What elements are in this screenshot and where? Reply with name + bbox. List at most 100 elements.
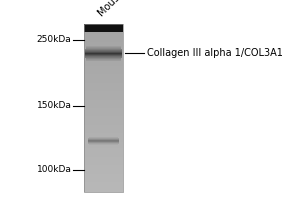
Bar	[84, 147, 123, 148]
Bar	[84, 162, 123, 163]
Bar	[84, 61, 123, 63]
Bar	[84, 182, 123, 184]
Bar	[84, 81, 123, 83]
Bar	[84, 158, 123, 160]
Bar	[84, 51, 123, 53]
Bar	[84, 126, 123, 128]
Bar	[84, 184, 123, 185]
Bar	[86, 59, 121, 60]
Bar	[84, 120, 123, 121]
Bar	[84, 24, 123, 26]
Bar	[84, 105, 123, 106]
Bar	[85, 58, 122, 59]
Bar	[84, 66, 123, 68]
Text: Collagen III alpha 1/COL3A1: Collagen III alpha 1/COL3A1	[147, 48, 283, 58]
Bar	[85, 48, 122, 49]
Bar	[84, 96, 123, 98]
Bar	[84, 168, 123, 170]
Bar	[85, 54, 122, 55]
Bar	[88, 141, 119, 142]
Bar	[84, 187, 123, 189]
Bar	[89, 136, 118, 137]
Bar	[88, 143, 119, 144]
Bar	[84, 76, 123, 78]
Bar	[84, 54, 123, 56]
Bar	[84, 138, 123, 140]
Bar	[84, 153, 123, 155]
Bar	[85, 56, 122, 57]
Bar	[84, 36, 123, 37]
Bar	[84, 29, 123, 31]
Bar	[84, 113, 123, 115]
Bar	[84, 145, 123, 147]
Bar	[86, 47, 121, 48]
Bar	[84, 58, 123, 59]
Bar	[89, 145, 118, 146]
Bar	[84, 180, 123, 182]
Bar	[84, 69, 123, 71]
Bar	[84, 140, 123, 142]
Bar	[84, 103, 123, 105]
Text: 100kDa: 100kDa	[37, 166, 71, 174]
Bar	[84, 108, 123, 110]
Bar	[84, 137, 123, 138]
Bar	[84, 83, 123, 84]
Bar	[84, 41, 123, 42]
Bar	[84, 93, 123, 95]
Bar	[84, 133, 123, 135]
Bar	[84, 170, 123, 172]
Bar	[84, 148, 123, 150]
Bar	[85, 50, 122, 51]
Bar	[88, 142, 119, 143]
Bar	[84, 79, 123, 81]
Text: Mouse brain: Mouse brain	[96, 0, 146, 18]
Bar	[84, 163, 123, 165]
Bar	[85, 52, 122, 53]
Text: 250kDa: 250kDa	[37, 36, 71, 45]
Bar	[84, 189, 123, 190]
Bar	[84, 100, 123, 101]
Bar	[84, 116, 123, 118]
Bar	[85, 55, 122, 56]
Bar	[84, 64, 123, 66]
Bar	[88, 138, 119, 139]
Bar	[84, 132, 123, 133]
Bar	[84, 91, 123, 93]
Bar	[84, 175, 123, 177]
Bar	[88, 140, 119, 141]
Bar	[84, 71, 123, 73]
Bar	[84, 177, 123, 179]
Bar	[84, 150, 123, 152]
Bar	[84, 106, 123, 108]
Bar	[84, 78, 123, 79]
Bar	[84, 174, 123, 175]
Bar	[84, 24, 123, 192]
Bar	[84, 90, 123, 91]
Bar	[84, 24, 123, 32]
Bar	[84, 27, 123, 29]
Bar	[84, 101, 123, 103]
Bar	[84, 37, 123, 39]
Bar	[84, 157, 123, 158]
Bar	[84, 73, 123, 74]
Bar	[84, 165, 123, 167]
Bar	[85, 51, 122, 52]
Bar	[84, 32, 123, 34]
Bar	[88, 137, 119, 138]
Bar	[84, 48, 123, 49]
Bar	[84, 86, 123, 88]
Bar	[84, 39, 123, 41]
Bar	[84, 26, 123, 27]
Bar	[84, 84, 123, 86]
Bar	[88, 139, 119, 140]
Bar	[84, 53, 123, 54]
Bar	[84, 63, 123, 64]
Bar	[84, 160, 123, 162]
Bar	[84, 98, 123, 100]
Bar	[86, 46, 121, 47]
Bar	[84, 34, 123, 36]
Bar	[84, 155, 123, 157]
Bar	[84, 59, 123, 61]
Bar	[84, 123, 123, 125]
Bar	[84, 88, 123, 90]
